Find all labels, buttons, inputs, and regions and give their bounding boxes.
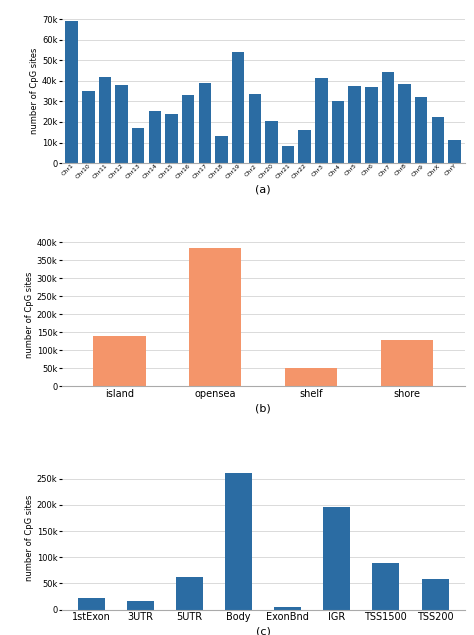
Bar bbox=[248, 94, 261, 163]
Bar bbox=[373, 563, 400, 610]
Y-axis label: number of CpG sites: number of CpG sites bbox=[25, 495, 34, 581]
Bar bbox=[115, 85, 128, 163]
Bar bbox=[149, 110, 161, 163]
Y-axis label: number of CpG sites: number of CpG sites bbox=[30, 48, 39, 134]
Bar bbox=[232, 52, 244, 163]
Bar bbox=[415, 97, 428, 163]
Bar bbox=[225, 474, 252, 610]
Bar bbox=[323, 507, 350, 610]
Bar bbox=[448, 140, 461, 163]
Bar bbox=[215, 137, 228, 163]
Bar bbox=[127, 601, 154, 610]
Bar bbox=[299, 130, 311, 163]
Bar bbox=[265, 121, 278, 163]
Bar bbox=[65, 21, 78, 163]
Bar bbox=[274, 607, 301, 610]
Bar bbox=[93, 336, 146, 386]
Bar bbox=[176, 577, 203, 610]
Bar bbox=[282, 145, 294, 163]
X-axis label: (c): (c) bbox=[255, 627, 271, 635]
Bar bbox=[348, 86, 361, 163]
Bar bbox=[132, 128, 145, 163]
Bar bbox=[78, 598, 105, 610]
Bar bbox=[398, 84, 411, 163]
Bar bbox=[421, 579, 448, 610]
Bar bbox=[432, 117, 444, 163]
Bar bbox=[99, 77, 111, 163]
Bar bbox=[315, 77, 328, 163]
Bar bbox=[165, 114, 178, 163]
Bar bbox=[82, 91, 94, 163]
Bar bbox=[189, 248, 241, 386]
Bar bbox=[381, 340, 433, 386]
Bar bbox=[332, 102, 344, 163]
Bar bbox=[182, 95, 194, 163]
Y-axis label: number of CpG sites: number of CpG sites bbox=[25, 271, 34, 358]
Bar bbox=[365, 87, 377, 163]
Bar bbox=[285, 368, 337, 386]
Bar bbox=[199, 83, 211, 163]
Bar bbox=[382, 72, 394, 163]
X-axis label: (a): (a) bbox=[255, 184, 271, 194]
X-axis label: (b): (b) bbox=[255, 403, 271, 413]
